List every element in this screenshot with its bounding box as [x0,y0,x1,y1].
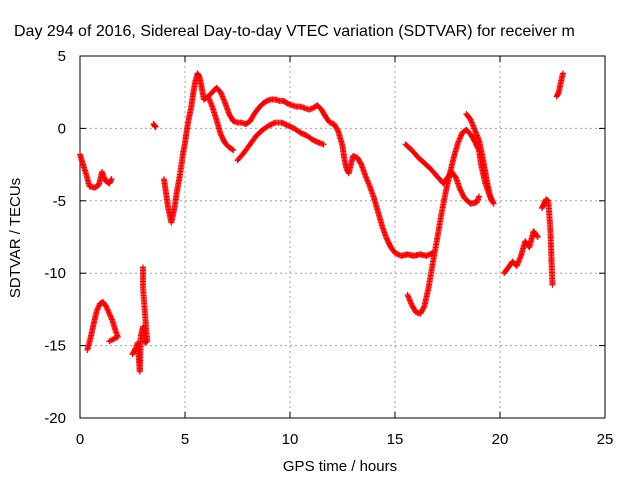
series-group [234,119,327,164]
data-point [357,160,364,167]
x-tick-label: 20 [492,431,509,448]
data-point [108,176,115,183]
data-point [560,70,566,77]
series-group [402,141,482,207]
data-point [132,346,139,353]
series-group [84,299,121,353]
data-point [534,234,541,240]
series-group [161,70,207,226]
data-point [106,338,113,345]
data-point [420,304,427,311]
data-point [230,147,237,154]
data-point [320,141,327,148]
y-tick-label: -5 [53,193,66,210]
data-point [476,193,482,200]
x-tick-label: 15 [387,431,404,448]
x-tick-label: 25 [597,431,614,448]
y-tick-label: -10 [44,265,66,282]
series-group [539,196,556,288]
data-point [229,146,236,153]
plot-frame [79,55,606,419]
data-point [140,264,146,271]
data-point [452,173,459,180]
series-group [200,84,436,259]
y-tick-label: 5 [58,48,66,65]
data-marks [77,70,566,375]
data-point [549,281,556,288]
series-group [77,151,115,191]
x-tick-label: 10 [282,431,299,448]
x-tick-label: 5 [181,431,189,448]
series-group [205,93,237,154]
y-axis-label: SDTVAR / TECUs [7,178,24,298]
series-group [150,121,159,130]
y-tick-label: 0 [58,120,66,137]
x-axis-label: GPS time / hours [283,458,397,475]
y-tick-label: -20 [44,410,66,427]
data-point [488,197,495,204]
y-tick-label: -15 [44,338,66,355]
series-group [553,70,566,100]
series-group [463,110,495,204]
series-group [501,228,541,277]
x-tick-label: 0 [76,431,84,448]
chart-title: Day 294 of 2016, Sidereal Day-to-day VTE… [14,23,575,40]
series-group [129,264,151,375]
data-point [334,127,341,134]
axis-ticks: 0 5 10 15 20 25 -20 -15 -10 -5 0 5 [44,48,613,448]
data-point [533,232,540,239]
grid-lines [80,56,605,418]
data-point [151,122,158,129]
